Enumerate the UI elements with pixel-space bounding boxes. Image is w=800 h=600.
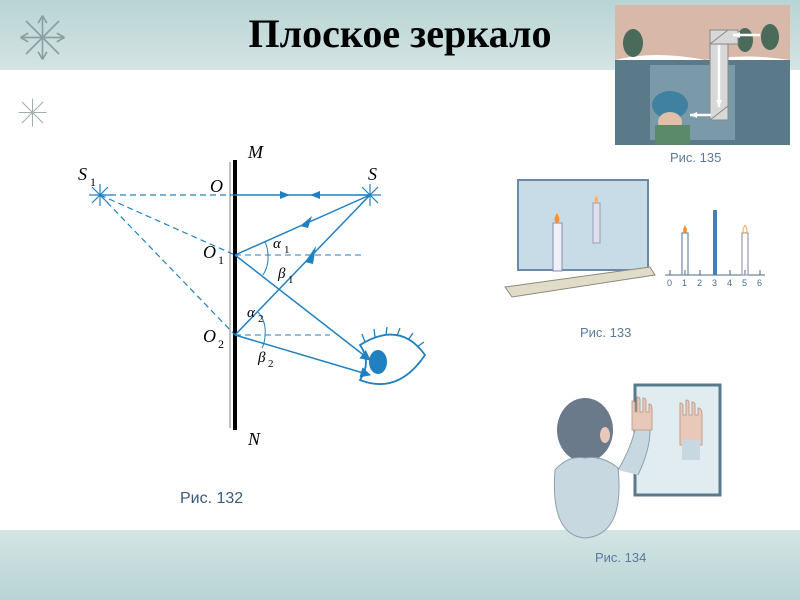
periscope-illustration	[615, 5, 790, 145]
svg-text:S: S	[368, 164, 377, 184]
svg-text:O: O	[203, 326, 216, 346]
svg-text:N: N	[247, 429, 261, 449]
flat-mirror-ray-diagram: M N S S 1 O O 1 O 2 α 1 β 1 α 2 β 2	[30, 120, 450, 480]
figure-135-caption: Рис. 135	[670, 150, 721, 165]
svg-text:2: 2	[258, 313, 264, 325]
svg-text:1: 1	[90, 175, 96, 189]
svg-text:O: O	[203, 242, 216, 262]
svg-text:2: 2	[268, 358, 274, 370]
svg-text:1: 1	[288, 274, 294, 286]
svg-text:S: S	[78, 164, 87, 184]
bottom-decorative-border	[0, 530, 800, 600]
figure-134-caption: Рис. 134	[595, 550, 646, 565]
candle-mirror-experiment: 0 1 2 3 4 5 6	[500, 175, 770, 310]
svg-text:α: α	[273, 236, 282, 252]
svg-text:α: α	[247, 305, 256, 321]
svg-text:6: 6	[757, 278, 762, 288]
svg-text:1: 1	[284, 244, 290, 256]
svg-text:4: 4	[727, 278, 732, 288]
svg-text:1: 1	[682, 278, 687, 288]
svg-text:M: M	[247, 142, 264, 162]
svg-text:2: 2	[697, 278, 702, 288]
svg-text:5: 5	[742, 278, 747, 288]
svg-text:2: 2	[218, 337, 224, 351]
svg-text:β: β	[257, 350, 266, 366]
svg-text:O: O	[210, 176, 223, 196]
svg-text:β: β	[277, 266, 286, 282]
person-mirror-illustration	[530, 380, 730, 540]
svg-text:0: 0	[667, 278, 672, 288]
svg-text:1: 1	[218, 253, 224, 267]
figure-132-caption: Рис. 132	[180, 490, 243, 508]
figure-133-caption: Рис. 133	[580, 325, 631, 340]
svg-text:3: 3	[712, 278, 717, 288]
